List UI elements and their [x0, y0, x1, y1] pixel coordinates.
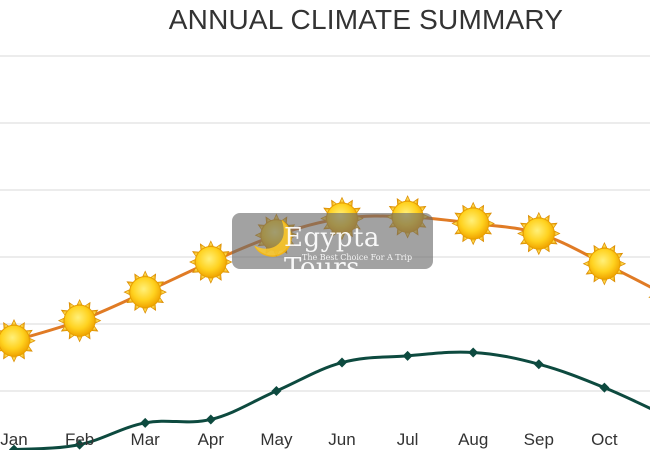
sun-icon: [189, 240, 233, 284]
diamond-marker: [533, 359, 544, 370]
x-tick-label: Sep: [524, 430, 554, 449]
x-tick-label: May: [260, 430, 293, 449]
diamond-marker: [599, 382, 610, 393]
watermark-logo-icon: 🌙: [252, 219, 295, 259]
diamond-marker: [468, 347, 479, 358]
x-tick-label: Jun: [328, 430, 355, 449]
sun-icon: [57, 298, 102, 343]
x-tick-label: Jul: [397, 430, 419, 449]
diamond-marker: [402, 350, 413, 361]
sun-icon: [0, 319, 36, 363]
watermark-tagline: The Best Choice For A Trip: [302, 253, 413, 262]
x-tick-label: Aug: [458, 430, 488, 449]
x-tick-label: Oct: [591, 430, 618, 449]
x-tick-label: Feb: [65, 430, 94, 449]
diamond-marker: [271, 386, 282, 396]
diamond-marker: [205, 414, 216, 425]
sun-icon: [451, 201, 495, 246]
watermark: 🌙 Egypta Tours The Best Choice For A Tri…: [232, 213, 433, 283]
sun-icon: [517, 211, 561, 256]
diamond-marker: [74, 439, 85, 450]
diamond-marker: [140, 417, 151, 428]
chart-title: ANNUAL CLIMATE SUMMARY: [168, 4, 564, 35]
x-tick-label: Mar: [131, 430, 161, 449]
x-tick-label: Apr: [198, 430, 225, 449]
x-axis-labels: JanFebMarAprMayJunJulAugSepOctNov: [0, 430, 618, 449]
sun-icon: [123, 270, 167, 314]
diamond-marker: [337, 357, 347, 368]
watermark-name: Egypta Tours: [284, 223, 380, 283]
sun-icon: [582, 241, 627, 286]
x-tick-label: Jan: [0, 430, 27, 449]
diamond-marker: [9, 444, 19, 450]
